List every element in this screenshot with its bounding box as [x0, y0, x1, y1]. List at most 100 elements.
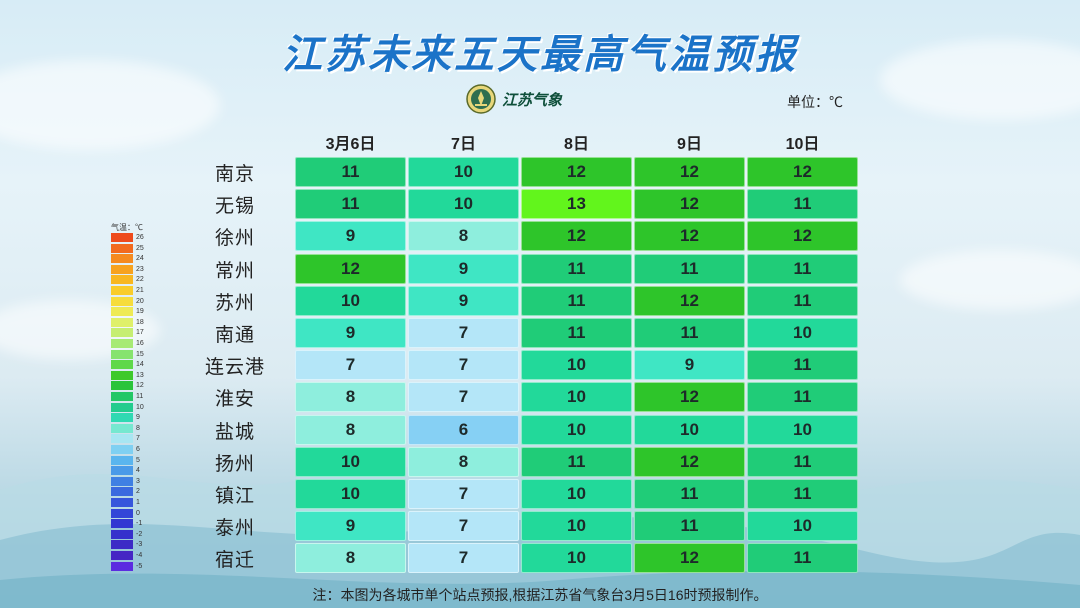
temperature-cell: 8: [295, 414, 406, 445]
temperature-cell: 11: [521, 446, 632, 477]
temperature-cell: 8: [295, 382, 406, 413]
temperature-cell: 11: [747, 479, 858, 509]
temperature-cell: 7: [408, 479, 519, 509]
temperature-cell: 11: [521, 318, 632, 348]
temperature-cell: 10: [521, 350, 632, 381]
legend-swatch: [111, 423, 133, 433]
temperature-cell: 8: [408, 221, 519, 252]
legend-value: 12: [136, 382, 144, 390]
legend-value: 17: [136, 329, 144, 337]
temperature-cell: 10: [295, 446, 406, 477]
legend-value: -1: [136, 520, 143, 528]
footnote: 注：本图为各城市单个站点预报,根据江苏省气象台3月5日16时预报制作。: [312, 587, 768, 603]
temperature-cell: 12: [634, 189, 745, 220]
legend-value: 26: [136, 234, 144, 241]
temperature-cell: 11: [521, 253, 632, 284]
temperature-cell: 9: [295, 318, 406, 348]
cloud-decoration: [0, 60, 220, 150]
temperature-cell: 12: [521, 157, 632, 187]
legend-swatch: [111, 328, 133, 338]
logo: 江苏气象: [466, 84, 562, 114]
legend-swatch: [111, 455, 133, 465]
column-header: 10日: [785, 136, 820, 153]
legend-value: 4: [136, 467, 140, 475]
cloud-decoration: [900, 250, 1080, 310]
temperature-cell: 6: [408, 414, 519, 445]
temperature-cell: 10: [521, 511, 632, 542]
temperature-cell: 11: [747, 189, 858, 220]
temperature-cell: 9: [295, 511, 406, 542]
temperature-cell: 9: [295, 221, 406, 252]
legend-value: 9: [136, 414, 140, 422]
legend-value: 10: [136, 403, 144, 411]
city-label: 扬州: [214, 452, 255, 475]
legend-value: 24: [136, 255, 144, 263]
temperature-cell: 10: [747, 318, 858, 348]
city-label: 淮安: [214, 388, 255, 411]
temperature-cell: 11: [295, 189, 406, 220]
temperature-cell: 7: [408, 318, 519, 348]
legend-value: 6: [136, 446, 140, 453]
temperature-cell: 7: [408, 350, 519, 381]
cloud-decoration: [0, 300, 160, 360]
legend-value: 5: [136, 456, 140, 464]
temperature-cell: 12: [634, 285, 745, 316]
legend-value: -4: [136, 552, 143, 559]
temperature-cell: 7: [408, 543, 519, 574]
legend-value: 18: [136, 318, 144, 326]
legend-swatch: [111, 296, 133, 306]
legend-value: 3: [136, 477, 140, 485]
temperature-cell: 10: [408, 189, 519, 220]
legend-value: 22: [136, 276, 144, 284]
page-title: 江苏未来五天最高气温预报: [282, 32, 798, 78]
temperature-cell: 11: [295, 157, 406, 187]
legend-swatch: [111, 413, 133, 423]
temperature-cell: 12: [634, 221, 745, 252]
temperature-cell: 12: [634, 157, 745, 187]
legend-title: 气温：℃: [111, 223, 143, 232]
cloud-decoration: [880, 40, 1080, 120]
legend-swatch: [111, 529, 133, 539]
temperature-cell: 12: [521, 221, 632, 252]
temperature-cell: 7: [408, 382, 519, 413]
legend-swatch: [111, 370, 133, 380]
legend-swatch: [111, 286, 133, 295]
temperature-cell: 13: [521, 189, 632, 220]
legend-swatch: [111, 508, 133, 518]
legend-swatch: [111, 360, 133, 370]
temperature-cell: 12: [747, 157, 858, 187]
column-header: 8日: [564, 136, 589, 153]
temperature-cell: 10: [521, 382, 632, 413]
temperature-cell: 11: [634, 511, 745, 542]
temperature-cell: 9: [408, 285, 519, 316]
temperature-cell: 10: [747, 511, 858, 542]
temperature-cell: 12: [634, 446, 745, 477]
temperature-cell: 10: [521, 543, 632, 574]
temperature-cell: 8: [295, 543, 406, 574]
temperature-cell: 11: [634, 479, 745, 509]
column-header: 7日: [451, 136, 476, 153]
legend-value: -2: [136, 530, 143, 538]
temperature-cell: 11: [634, 318, 745, 348]
unit-label: 单位：℃: [787, 94, 843, 110]
temperature-cell: 7: [408, 511, 519, 542]
legend-value: 1: [136, 499, 140, 506]
city-label: 徐州: [214, 227, 255, 250]
temperature-cell: 10: [521, 479, 632, 509]
legend-swatch: [111, 243, 133, 253]
legend-swatch: [111, 434, 133, 444]
temperature-cell: 10: [295, 285, 406, 316]
temperature-cell: 11: [747, 446, 858, 477]
city-label: 泰州: [214, 517, 255, 540]
legend-value: 11: [136, 393, 144, 400]
temperature-cell: 11: [747, 382, 858, 413]
temperature-cell: 11: [634, 253, 745, 284]
city-label: 连云港: [204, 356, 265, 379]
temperature-cell: 9: [634, 350, 745, 381]
temperature-cell: 9: [408, 253, 519, 284]
city-label: 无锡: [214, 195, 255, 218]
legend-value: 2: [136, 488, 140, 496]
temperature-cell: 10: [634, 414, 745, 445]
legend-swatch: [111, 349, 133, 359]
